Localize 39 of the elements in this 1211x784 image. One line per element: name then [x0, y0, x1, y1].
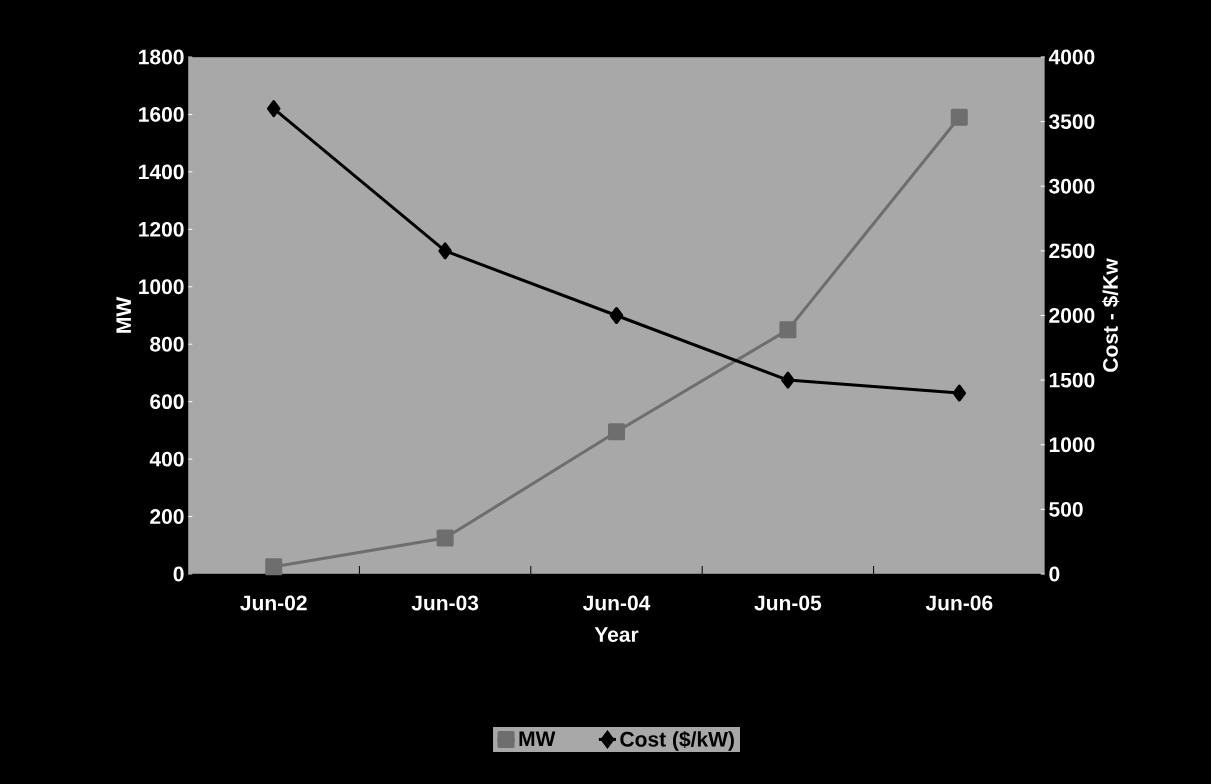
- y2-tick-label: 2500: [1049, 243, 1095, 259]
- point: [608, 423, 625, 441]
- point: [266, 100, 281, 118]
- x-tick-label: Jun-03: [411, 595, 479, 611]
- y-tick-label: 1800: [139, 49, 184, 65]
- y2-axis-title: Cost - $/Kw: [1102, 258, 1120, 372]
- x-axis-title: Year: [594, 627, 639, 642]
- y-tick-label: 200: [150, 509, 184, 524]
- legend-label: Cost ($/kW): [620, 730, 734, 751]
- x-tick-label: Jun-06: [925, 595, 993, 611]
- x-tick-label: Jun-04: [582, 595, 651, 611]
- point: [950, 108, 968, 126]
- y2-tick-label: 0: [1049, 566, 1060, 582]
- y2-tick-label: 3500: [1049, 114, 1095, 130]
- y2-tick-label: 1000: [1049, 437, 1095, 453]
- point: [952, 384, 967, 402]
- y2-tick-label: 4000: [1048, 49, 1095, 65]
- y-tick-label: 0: [173, 566, 184, 582]
- y2-tick-label: 1500: [1049, 372, 1095, 388]
- y-tick-label: 1000: [139, 279, 184, 295]
- y-tick-label: 400: [149, 451, 184, 467]
- y-tick-label: 1400: [139, 164, 184, 180]
- point: [265, 558, 283, 576]
- y-tick-label: 800: [150, 336, 184, 352]
- point: [779, 321, 797, 339]
- point: [781, 371, 795, 389]
- x-tick-label: Jun-05: [754, 595, 822, 611]
- point: [609, 306, 624, 324]
- point: [436, 529, 454, 547]
- y-tick-label: 600: [150, 394, 184, 410]
- y-axis-title: MW: [116, 296, 131, 333]
- y2-tick-label: 2000: [1049, 308, 1095, 323]
- y-tick-label: 1600: [139, 107, 184, 122]
- y2-tick-label: 3000: [1049, 178, 1095, 194]
- y-tick-label: 1200: [139, 221, 184, 237]
- legend-label: MW: [519, 731, 556, 746]
- point: [438, 242, 452, 260]
- y2-tick-label: 500: [1049, 501, 1083, 517]
- x-tick-label: Jun-02: [240, 595, 307, 611]
